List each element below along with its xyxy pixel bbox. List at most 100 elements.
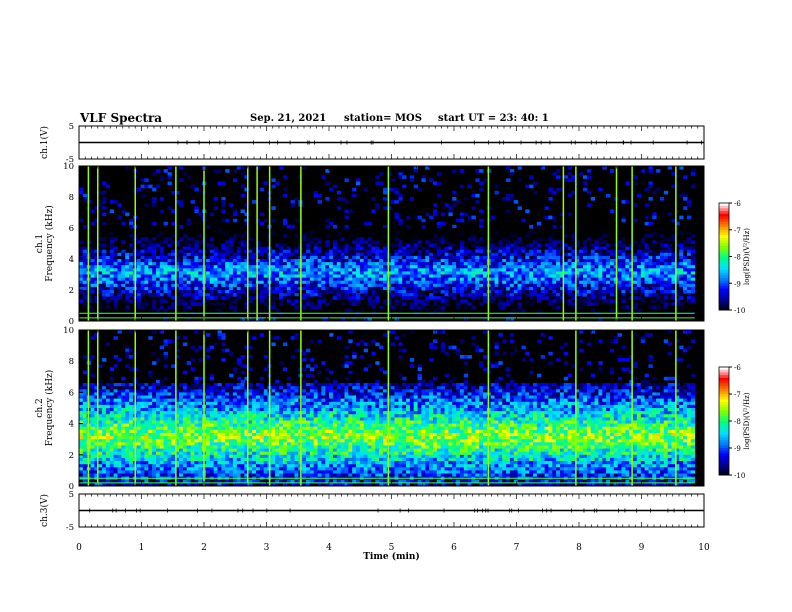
- spectrogram-cell: [383, 187, 388, 192]
- spectrogram-cell: [548, 302, 553, 306]
- spectrogram-cell: [98, 408, 103, 412]
- spectrogram-cell: [113, 286, 118, 291]
- spectrogram-cell: [302, 255, 307, 260]
- spectrogram-cell: [348, 283, 353, 288]
- spectrogram-cell: [421, 246, 426, 251]
- spectrogram-cell: [521, 252, 526, 257]
- spectrogram-cell: [509, 308, 515, 313]
- spectrogram-cell: [471, 259, 476, 263]
- spectrogram-cell: [440, 299, 445, 303]
- spectrogram-cell: [113, 414, 118, 418]
- spectrogram-cell: [490, 277, 495, 282]
- spectrogram-cell: [209, 271, 215, 275]
- spectrogram-cell: [156, 470, 161, 474]
- spectrogram-cell: [671, 302, 676, 306]
- spectrogram-cell: [275, 181, 280, 186]
- spectrogram-cell: [690, 246, 696, 251]
- spectrogram-cell: [325, 252, 330, 257]
- spectrogram-cell: [367, 296, 372, 300]
- spectrogram-cell: [82, 308, 88, 313]
- spectrogram-cell: [667, 262, 672, 266]
- spectrogram-cell: [560, 274, 565, 279]
- spectrogram-cell: [148, 252, 153, 257]
- spectrogram-cell: [409, 265, 415, 269]
- spectrogram-cell: [109, 296, 115, 300]
- spectrogram-cell: [125, 290, 130, 294]
- spectrogram-cell: [321, 283, 326, 288]
- spectrogram-cell: [182, 286, 188, 291]
- spectrogram-cell: [98, 426, 103, 431]
- spectrogram-cell: [82, 197, 88, 201]
- spectrogram-cell: [433, 209, 438, 213]
- spectrogram-cell: [521, 290, 526, 294]
- colorbar-step: [719, 219, 729, 223]
- spectrogram-cell: [82, 423, 88, 428]
- spectrogram-cell: [256, 237, 261, 241]
- spectrogram-cell: [675, 259, 680, 263]
- spectrogram-cell: [363, 187, 368, 192]
- spectrogram-cell: [625, 246, 630, 251]
- spectrogram-cell: [309, 293, 315, 297]
- spectrogram-cell: [313, 262, 318, 266]
- spectrogram-cell: [136, 461, 141, 465]
- spectrogram-cell: [317, 252, 322, 257]
- spectrogram-cell: [286, 262, 292, 266]
- spectrogram-cell: [521, 265, 526, 269]
- spectrogram-cell: [94, 395, 99, 400]
- spectrogram-cell: [179, 280, 184, 285]
- spectrogram-cell: [221, 296, 226, 300]
- spectrogram-cell: [652, 262, 657, 266]
- spectrogram-cell: [583, 243, 588, 248]
- spectrogram-cell: [498, 280, 503, 285]
- spectrogram-cell: [140, 423, 145, 428]
- spectrogram-cell: [402, 268, 407, 272]
- spectrogram-cell: [136, 429, 141, 434]
- spectrogram-cell: [471, 277, 476, 282]
- spectrogram-cell: [548, 283, 553, 288]
- spectrogram-cell: [602, 268, 607, 272]
- spectrogram-cell: [621, 252, 626, 257]
- spectrogram-cell: [90, 417, 95, 421]
- spectrogram-cell: [286, 271, 292, 275]
- spectrogram-cell: [348, 255, 353, 260]
- spectrogram-cell: [105, 386, 111, 390]
- spectrogram-cell: [444, 277, 449, 282]
- spectrogram-cell: [156, 398, 161, 403]
- spectrogram-cell: [125, 212, 130, 217]
- spectrogram-cell: [117, 457, 122, 462]
- spectrogram-cell: [286, 277, 292, 282]
- spectrogram-cell: [79, 454, 84, 459]
- spectrogram-cell: [506, 240, 511, 244]
- spectrogram-cell: [629, 259, 634, 263]
- spectrogram-cell: [617, 296, 622, 300]
- spectrogram-cell: [175, 302, 180, 306]
- spectrogram-cell: [463, 299, 469, 303]
- spectrogram-cell: [663, 293, 669, 297]
- spectrogram-cell: [456, 249, 461, 254]
- spectrogram-cell: [621, 255, 626, 260]
- spectrogram-cell: [683, 271, 688, 275]
- spectrogram-cell: [660, 271, 665, 275]
- spectrogram-cell: [121, 249, 126, 254]
- spectrogram-cell: [652, 293, 657, 297]
- colorbar-step: [719, 221, 729, 225]
- spectrogram-cell: [232, 212, 238, 217]
- spectrogram-cell: [121, 277, 126, 282]
- spectrogram-cell: [402, 262, 407, 266]
- spectrogram-cell: [636, 255, 642, 260]
- spectrogram-cell: [259, 268, 265, 272]
- colorbar-tick-label: -8: [734, 254, 741, 262]
- spectrogram-cell: [583, 274, 588, 279]
- spectrogram-cell: [502, 246, 507, 251]
- spectrogram-cell: [194, 209, 199, 213]
- spectrogram-cell: [625, 265, 630, 269]
- spectrogram-cell: [186, 237, 191, 241]
- spectrogram-cell: [606, 274, 611, 279]
- spectrogram-cell: [529, 262, 534, 266]
- spectrogram-cell: [306, 293, 311, 297]
- spectrogram-cell: [213, 293, 218, 297]
- spectrogram-cell: [140, 178, 145, 182]
- spectrogram-cell: [517, 259, 522, 263]
- spectrogram-cell: [679, 249, 684, 254]
- spectrogram-cell: [571, 271, 576, 275]
